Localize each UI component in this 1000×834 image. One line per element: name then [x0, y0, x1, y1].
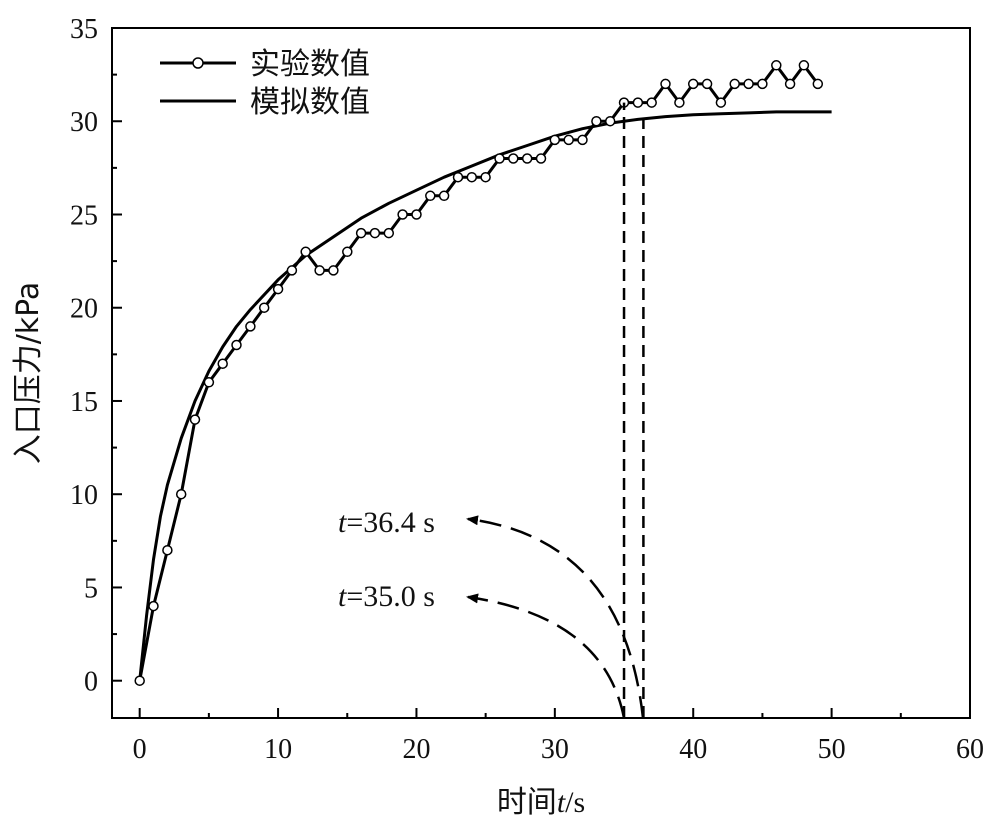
- data-point-experimental: [646, 97, 657, 108]
- y-tick-label: 25: [70, 200, 98, 231]
- data-point-experimental: [162, 544, 173, 556]
- data-point-experimental: [217, 358, 228, 369]
- data-point-experimental: [549, 134, 561, 146]
- plot-frame: [111, 27, 971, 719]
- data-point-experimental: [231, 339, 242, 351]
- x-tick-label: 0: [133, 734, 147, 765]
- data-point-experimental: [521, 153, 533, 164]
- data-point-experimental: [784, 78, 796, 90]
- annotation-label: t=35.0 s: [338, 580, 435, 613]
- x-tick-label: 40: [679, 734, 707, 765]
- series-line-experimental: [138, 63, 820, 681]
- data-point-experimental: [342, 246, 353, 258]
- data-point-experimental: [660, 78, 671, 90]
- x-axis-title-prefix: 时间: [497, 785, 557, 820]
- y-tick-label: 10: [70, 480, 98, 511]
- data-point-experimental: [591, 115, 602, 127]
- data-point-experimental: [604, 115, 616, 127]
- annotation-arrow: [466, 593, 626, 719]
- data-point-experimental: [148, 600, 159, 612]
- data-point-experimental: [175, 488, 187, 500]
- data-point-experimental: [466, 171, 478, 183]
- y-tick-label: 30: [70, 107, 98, 138]
- data-point-experimental: [411, 209, 422, 220]
- data-point-experimental: [397, 209, 408, 220]
- annotation-label: t=36.4 s: [338, 506, 435, 539]
- data-point-experimental: [757, 78, 768, 90]
- x-axis-ticks: 0 10 20 30 40 50 60: [133, 708, 984, 765]
- data-point-experimental: [355, 227, 367, 239]
- series-line-simulated: [138, 110, 832, 681]
- data-point-experimental: [701, 78, 713, 90]
- data-point-experimental: [812, 78, 824, 90]
- y-axis-ticks: 0 5 10 15 20 25 30 35: [70, 14, 122, 698]
- data-point-experimental: [383, 227, 395, 239]
- y-tick-label: 35: [70, 14, 98, 45]
- x-tick-label: 10: [264, 734, 292, 765]
- data-point-experimental: [272, 283, 284, 295]
- data-point-experimental: [687, 78, 699, 90]
- data-point-experimental: [189, 414, 201, 425]
- data-point-experimental: [134, 675, 145, 686]
- legend-label-simulated: 模拟数值: [250, 85, 370, 120]
- legend-marker-experimental: [192, 57, 204, 69]
- data-point-experimental: [715, 97, 727, 108]
- data-point-experimental: [535, 153, 547, 164]
- annotations: t=36.4 s t=35.0 s: [338, 506, 645, 719]
- data-point-experimental: [438, 190, 450, 202]
- y-axis-title: 入口压力/kPa: [11, 282, 46, 465]
- data-point-experimental: [480, 171, 491, 183]
- x-tick-label: 30: [541, 734, 569, 765]
- data-point-experimental: [674, 97, 685, 108]
- data-point-experimental: [494, 153, 505, 164]
- data-point-experimental: [245, 321, 256, 332]
- data-point-experimental: [425, 190, 436, 202]
- vertical-marker-lines: [622, 102, 645, 718]
- data-point-experimental: [203, 377, 215, 388]
- x-tick-label: 50: [818, 734, 846, 765]
- data-point-experimental: [369, 227, 381, 239]
- x-tick-label: 60: [956, 734, 984, 765]
- data-point-experimental: [508, 153, 519, 164]
- y-tick-label: 5: [84, 573, 98, 604]
- data-point-experimental: [577, 134, 588, 146]
- series-layer: [134, 60, 832, 686]
- y-tick-label: 0: [84, 667, 98, 698]
- data-point-experimental: [632, 97, 644, 108]
- x-axis-title-var: t: [557, 786, 566, 819]
- data-point-experimental: [286, 265, 298, 276]
- y-tick-label: 20: [70, 294, 98, 325]
- y-tick-label: 15: [70, 387, 98, 418]
- data-point-experimental: [452, 171, 464, 183]
- data-point-experimental: [314, 265, 325, 276]
- data-point-experimental: [300, 246, 311, 258]
- data-point-experimental: [328, 265, 339, 276]
- legend: 实验数值 模拟数值: [160, 47, 370, 120]
- data-point-experimental: [771, 60, 782, 71]
- legend-label-experimental: 实验数值: [250, 47, 370, 82]
- data-point-experimental: [798, 60, 810, 71]
- data-point-experimental: [743, 78, 754, 90]
- data-point-experimental: [729, 78, 740, 90]
- data-point-experimental: [563, 134, 574, 146]
- x-axis-title: 时间t/s: [497, 785, 585, 820]
- x-axis-title-suffix: /s: [565, 786, 585, 819]
- data-point-experimental: [258, 302, 270, 313]
- annotation-arrow: [466, 515, 645, 719]
- x-tick-label: 20: [402, 734, 430, 765]
